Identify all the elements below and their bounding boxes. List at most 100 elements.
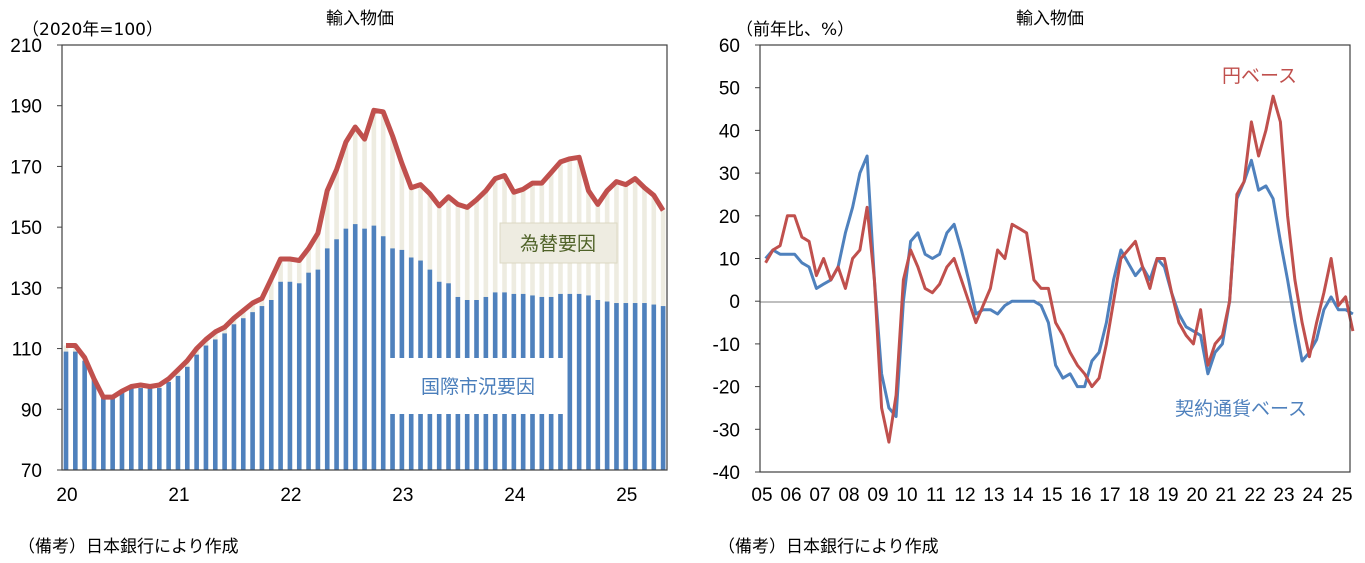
right-y-tick-label: 60: [719, 36, 740, 57]
market-factor-bar: [586, 295, 591, 470]
market-factor-bar: [73, 351, 78, 470]
right-x-tick-label: 19: [1157, 485, 1178, 506]
market-factor-bar: [147, 388, 153, 470]
left-y-ticks: 70 90 110 130 150 170 190 210: [10, 36, 62, 482]
right-y-ticks: -40 -30 -20 -10 0 10 20 30 40 50 60: [713, 36, 760, 484]
market-factor-bar: [157, 388, 162, 470]
market-factor-bar: [175, 375, 181, 470]
market-factor-bar: [119, 391, 125, 470]
market-factor-label: 国際市況要因: [421, 376, 535, 398]
market-factor-bar: [231, 324, 237, 470]
market-factor-bar: [203, 345, 209, 470]
left-x-tick-label: 25: [616, 485, 637, 506]
right-y-tick-label: 40: [719, 121, 740, 142]
right-x-tick-label: 15: [1041, 485, 1062, 506]
market-factor-bar: [334, 239, 339, 470]
market-factor-bar: [184, 366, 190, 470]
contract-currency-line: [764, 154, 1354, 418]
yen-base-line: [764, 94, 1355, 444]
market-factor-bar: [138, 388, 143, 470]
left-chart: 輸入物価 （2020年=100） 為替要因 国際市況要因 70 90 110 130 1…: [10, 9, 668, 557]
left-y-tick-label: 210: [10, 36, 42, 57]
market-factor-bar: [324, 248, 330, 470]
left-y-tick-label: 90: [21, 400, 42, 421]
market-factor-bar: [222, 333, 227, 470]
market-factor-bar: [614, 303, 619, 470]
left-x-tick-label: 20: [56, 485, 77, 506]
market-factor-bar: [632, 303, 638, 470]
market-factor-bar: [567, 293, 573, 470]
market-factor-bar: [651, 304, 657, 470]
left-line: [66, 107, 666, 400]
market-factor-bar: [296, 283, 302, 470]
right-x-tick-label: 23: [1273, 485, 1294, 506]
right-x-tick-label: 09: [867, 485, 888, 506]
left-x-tick-label: 23: [392, 485, 413, 506]
market-factor-bar: [642, 303, 647, 470]
right-x-tick-label: 11: [926, 485, 946, 506]
market-factor-bar: [315, 269, 321, 470]
left-unit-label: （2020年=100）: [22, 20, 163, 40]
left-chart-title: 輸入物価: [326, 9, 394, 29]
left-bars: [63, 110, 666, 471]
market-factor-bar: [278, 281, 283, 470]
right-x-tick-label: 18: [1128, 485, 1149, 506]
market-factor-bar: [82, 360, 87, 470]
market-factor-bar: [660, 306, 666, 470]
right-unit-label: （前年比、%）: [736, 20, 854, 40]
right-x-tick-label: 13: [983, 485, 1004, 506]
market-factor-bar: [306, 272, 311, 470]
left-source-note: （備考）日本銀行により作成: [18, 537, 239, 557]
market-factor-bar: [240, 318, 246, 470]
market-factor-bar: [212, 339, 218, 470]
market-factor-label-box: 国際市況要因: [390, 358, 566, 414]
right-x-tick-label: 06: [780, 485, 801, 506]
right-y-tick-label: -10: [713, 335, 740, 356]
market-factor-bar: [166, 381, 171, 470]
yen-base-label: 円ベース: [1222, 65, 1297, 87]
left-y-tick-label: 190: [10, 97, 42, 118]
import-price-line: [66, 107, 666, 400]
market-factor-bar: [110, 397, 115, 470]
right-chart: 輸入物価 （前年比、%） -40 -30 -20 -10 0 10 20 30 40 50 60 0…: [713, 9, 1355, 557]
exchange-factor-label-box: 為替要因: [499, 222, 618, 264]
market-factor-bar: [259, 306, 265, 470]
right-y-tick-label: -30: [713, 420, 740, 441]
right-y-tick-label: 50: [719, 79, 740, 100]
left-x-tick-label: 21: [168, 485, 189, 506]
right-x-tick-label: 17: [1099, 485, 1120, 506]
market-factor-bar: [343, 228, 349, 470]
right-y-tick-label: 30: [719, 164, 740, 185]
right-y-tick-label: 10: [719, 250, 740, 271]
left-y-tick-label: 110: [12, 340, 42, 361]
left-plot-frame: [61, 44, 668, 471]
market-factor-bar: [380, 236, 386, 470]
right-x-tick-label: 08: [838, 485, 859, 506]
right-x-tick-label: 16: [1070, 485, 1091, 506]
right-x-tick-label: 24: [1302, 485, 1324, 506]
right-x-tick-label: 14: [1012, 485, 1034, 506]
left-x-ticks: 20 21 22 23 24 25: [56, 485, 637, 506]
right-chart-title: 輸入物価: [1016, 9, 1084, 29]
right-x-tick-label: 20: [1186, 485, 1207, 506]
right-x-tick-label: 05: [751, 485, 772, 506]
market-factor-bar: [63, 351, 69, 470]
right-y-tick-label: -40: [713, 463, 740, 484]
market-factor-bar: [91, 378, 97, 470]
right-x-tick-label: 12: [954, 485, 975, 506]
market-factor-bar: [371, 225, 377, 470]
market-factor-bar: [576, 293, 582, 470]
right-lines: [764, 94, 1355, 444]
contract-currency-label: 契約通貨ベース: [1175, 398, 1307, 420]
market-factor-bar: [352, 224, 358, 470]
left-y-tick-label: 170: [10, 157, 42, 178]
right-y-tick-label: -20: [713, 378, 740, 399]
right-y-tick-label: 0: [729, 292, 740, 313]
left-x-tick-label: 22: [280, 485, 301, 506]
right-x-tick-label: 10: [896, 485, 917, 506]
market-factor-bar: [268, 300, 274, 470]
market-factor-bar: [623, 303, 629, 470]
market-factor-bar: [194, 354, 199, 470]
exchange-factor-label: 為替要因: [520, 233, 596, 255]
